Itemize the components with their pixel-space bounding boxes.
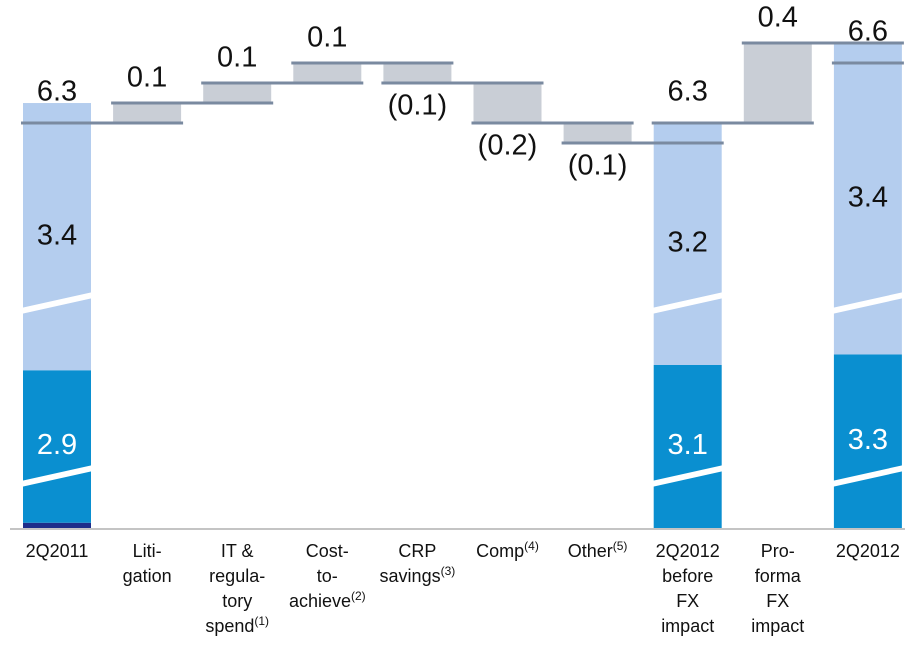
- x-tick-label-text: gation: [123, 566, 172, 586]
- delta-bar: [203, 83, 272, 104]
- x-tick-label-text: Pro-: [761, 541, 795, 561]
- x-tick-label: CRP: [398, 541, 436, 561]
- x-tick-label-text: Liti-: [133, 541, 162, 561]
- delta-label: 0.1: [217, 42, 257, 74]
- delta-bar: [383, 63, 452, 84]
- axis-break: [831, 292, 904, 314]
- x-tick-label-text: Cost-: [306, 541, 349, 561]
- x-tick-label: FX: [766, 591, 789, 611]
- x-tick-label-text: impact: [661, 616, 714, 636]
- x-tick-label-text: tory: [222, 591, 252, 611]
- total-label: 6.3: [668, 76, 708, 108]
- delta-label: (0.1): [388, 90, 448, 122]
- bar-segment: [653, 364, 722, 528]
- x-tick-label: before: [662, 566, 713, 586]
- x-tick-label: regula-: [209, 566, 265, 586]
- x-tick-label: 2Q2011: [26, 541, 89, 561]
- x-tick-label-text: IT &: [221, 541, 254, 561]
- x-tick-label-text: 2Q2012: [656, 541, 720, 561]
- axis-break: [651, 292, 724, 314]
- x-tick-label: impact: [661, 616, 714, 636]
- bar-segment: [23, 103, 91, 371]
- x-tick-label: Pro-: [761, 541, 795, 561]
- x-tick-note: (5): [613, 539, 628, 553]
- segment-label: 3.4: [848, 181, 888, 213]
- x-tick-note: (1): [254, 614, 269, 628]
- x-tick-label: tory: [222, 591, 252, 611]
- delta-bar: [563, 123, 632, 144]
- segment-label: 2.9: [37, 429, 77, 461]
- x-tick-label-text: savings: [380, 566, 441, 586]
- bar-segment: [653, 123, 722, 365]
- x-tick-note: (2): [351, 589, 366, 603]
- segment-label: 3.4: [37, 219, 77, 251]
- x-tick-label: IT &: [221, 541, 254, 561]
- x-tick-label-text: achieve: [289, 591, 351, 611]
- bar-segment: [833, 354, 902, 528]
- segment-label: 3.2: [668, 227, 708, 259]
- delta-label: (0.2): [478, 130, 538, 162]
- x-tick-note: (4): [524, 539, 539, 553]
- delta-label: 0.1: [127, 62, 167, 94]
- x-tick-label-text: regula-: [209, 566, 265, 586]
- x-tick-label-text: Comp: [476, 541, 524, 561]
- delta-bar: [473, 83, 542, 124]
- x-tick-label: 2Q2012: [836, 541, 900, 561]
- x-tick-label: spend(1): [205, 614, 269, 636]
- x-tick-label-text: Other: [568, 541, 613, 561]
- x-tick-label-text: FX: [676, 591, 699, 611]
- x-tick-label: savings(3): [380, 564, 456, 586]
- axis-break: [21, 292, 93, 314]
- x-tick-label: 2Q2012: [656, 541, 720, 561]
- x-tick-label-text: impact: [751, 616, 804, 636]
- x-tick-label-text: forma: [755, 566, 802, 586]
- x-tick-label-text: 2Q2011: [26, 541, 89, 561]
- segment-label: 3.3: [848, 424, 888, 456]
- total-label: 6.3: [37, 76, 77, 108]
- x-tick-label-text: spend: [205, 616, 254, 636]
- x-tick-label-text: FX: [766, 591, 789, 611]
- axis-break: [651, 465, 724, 487]
- x-tick-label: achieve(2): [289, 589, 366, 611]
- x-tick-label: to-: [317, 566, 338, 586]
- delta-label: (0.1): [568, 150, 628, 182]
- delta-bar: [293, 63, 362, 84]
- x-tick-label-text: CRP: [398, 541, 436, 561]
- axis-break: [21, 465, 93, 487]
- x-tick-label-text: before: [662, 566, 713, 586]
- x-tick-label: gation: [123, 566, 172, 586]
- x-tick-label: Comp(4): [476, 539, 539, 561]
- delta-bar: [113, 103, 182, 124]
- x-tick-label: Other(5): [568, 539, 628, 561]
- bar-segment: [23, 370, 91, 523]
- delta-label: 0.4: [758, 2, 798, 34]
- x-tick-label-text: to-: [317, 566, 338, 586]
- bar-segment: [23, 522, 91, 528]
- delta-bar: [743, 43, 812, 124]
- axis-break: [831, 465, 904, 487]
- x-tick-label: Liti-: [133, 541, 162, 561]
- x-tick-note: (3): [441, 564, 456, 578]
- delta-label: 0.1: [307, 22, 347, 54]
- x-tick-label-text: 2Q2012: [836, 541, 900, 561]
- segment-label: 3.1: [668, 429, 708, 461]
- x-tick-label: impact: [751, 616, 804, 636]
- x-tick-label: forma: [755, 566, 802, 586]
- x-tick-label: FX: [676, 591, 699, 611]
- x-tick-label: Cost-: [306, 541, 349, 561]
